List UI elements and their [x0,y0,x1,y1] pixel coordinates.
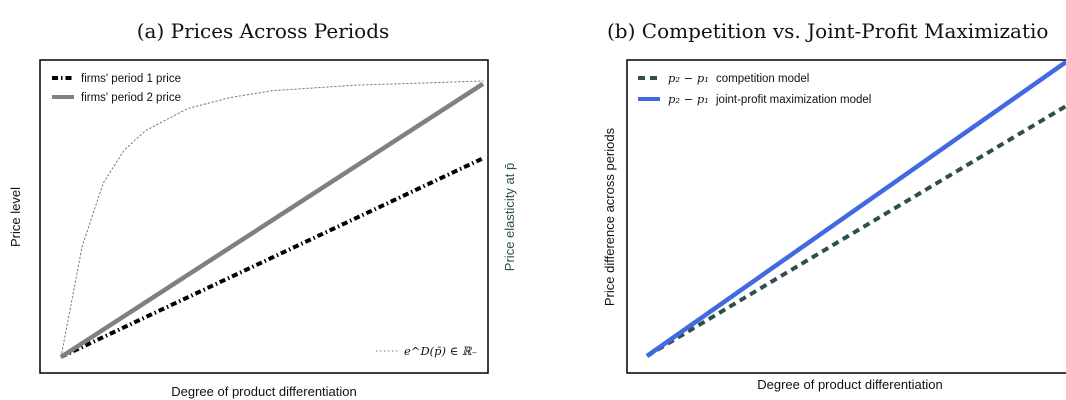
panel-b-xlabel: Degree of product differentiation [757,377,943,392]
panel-a-legend: firms' period 1 price firms' period 2 pr… [52,73,477,358]
panel-a-series-1 [59,81,485,359]
panel-b-title: (b) Competition vs. Joint-Profit Maximiz… [607,19,1048,43]
panel-a-ylabel-right: Price elasticity at p̄ [502,163,517,271]
panel-b-frame [626,59,1066,374]
legend-math-joint: p₂ − p₁ [668,92,709,106]
panel-a-frame [39,59,489,374]
panel-b-legend: p₂ − p₁ competition model p₂ − p₁ joint-… [638,71,871,106]
panel-a-series-0 [60,156,484,359]
legend-label-competition: competition model [716,73,809,85]
panel-a-series-2 [60,80,484,358]
legend-label-elasticity: e^D(p̄) ∈ ℝ₋ [404,344,477,358]
legend-label-period1: firms' period 1 price [81,73,181,85]
panel-a-xlabel: Degree of product differentiation [171,384,357,399]
panel-b-series-0 [645,104,1066,358]
panel-b-series [645,60,1066,358]
legend-label-joint: joint-profit maximization model [715,94,871,106]
panel-b: (b) Competition vs. Joint-Profit Maximiz… [602,19,1066,392]
legend-math-competition: p₂ − p₁ [668,71,709,85]
panel-b-ylabel: Price difference across periods [602,127,617,306]
panel-b-series-1 [645,60,1066,358]
legend-label-period2: firms' period 2 price [81,92,181,104]
panel-a-title: (a) Prices Across Periods [137,19,390,43]
panel-a-ylabel: Price level [8,187,23,247]
panel-a-series [59,80,485,359]
panel-a: (a) Prices Across Periods Degree of prod… [8,19,517,399]
